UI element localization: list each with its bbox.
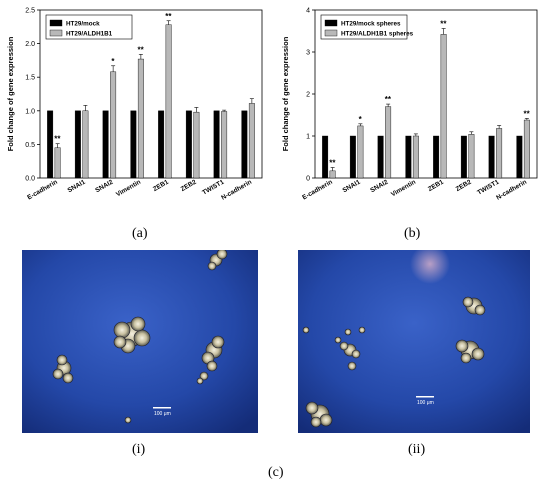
bar-mock xyxy=(377,135,384,179)
bar-mock xyxy=(405,135,412,179)
x-tick-label: Vimentin xyxy=(390,179,417,199)
bar-mock xyxy=(488,135,495,179)
y-tick-label: 1.5 xyxy=(25,75,35,82)
x-tick-label: N-cadherin xyxy=(495,179,528,202)
panel-label-a: (a) xyxy=(132,226,148,241)
bar-mock xyxy=(241,110,248,179)
panel-label-c: (c) xyxy=(268,465,284,480)
bar-mock xyxy=(158,110,165,179)
y-tick-label: 2.0 xyxy=(25,41,35,48)
bar-treated xyxy=(82,110,89,179)
significance-marker: * xyxy=(111,57,115,66)
bar-mock xyxy=(516,135,523,179)
bar-treated xyxy=(523,119,530,179)
legend-swatch xyxy=(49,19,63,27)
legend-swatch xyxy=(324,19,338,27)
significance-marker: ** xyxy=(524,109,531,118)
bar-treated xyxy=(165,24,172,179)
bar-treated xyxy=(468,134,475,179)
microscopy-image-ii: 100 μm xyxy=(298,250,530,433)
x-tick-label: ZEB1 xyxy=(152,178,170,193)
legend-label: HT29/ALDH1B1 spheres xyxy=(341,31,414,38)
cell-cluster xyxy=(52,250,228,424)
y-tick-label: 2 xyxy=(306,92,310,99)
bar-treated xyxy=(221,111,228,179)
y-tick-label: 3 xyxy=(306,50,310,57)
significance-marker: ** xyxy=(385,95,392,104)
bar-treated xyxy=(110,71,117,179)
bar-treated xyxy=(357,125,364,179)
x-tick-label: ZEB2 xyxy=(180,178,198,193)
significance-marker: * xyxy=(359,115,363,124)
legend-swatch xyxy=(324,29,338,37)
y-tick-label: 2.5 xyxy=(25,8,35,15)
bar-treated xyxy=(385,106,392,179)
bar-treated xyxy=(137,58,144,179)
x-tick-label: N-cadherin xyxy=(220,179,253,202)
legend-label: HT29/mock xyxy=(66,21,100,28)
bar-treated xyxy=(193,111,200,179)
bar-mock xyxy=(349,135,356,179)
microscopy-image-i: 100 μm xyxy=(22,250,258,433)
bar-mock xyxy=(130,110,137,179)
x-tick-label: ZEB2 xyxy=(455,178,473,193)
bar-treated xyxy=(412,135,419,179)
panel-label-i: (i) xyxy=(132,442,146,457)
bar-mock xyxy=(460,135,467,179)
legend-swatch xyxy=(49,29,63,37)
x-tick-label: SNAI2 xyxy=(369,178,389,194)
x-tick-label: SNAI2 xyxy=(94,178,114,194)
significance-marker: ** xyxy=(440,19,447,28)
panel-label-b: (b) xyxy=(404,226,421,241)
x-tick-label: SNAI1 xyxy=(342,178,362,194)
significance-marker: ** xyxy=(138,45,145,54)
y-axis-label: Fold change of gene expression xyxy=(281,36,290,151)
bar-mock xyxy=(74,110,81,179)
y-tick-label: 0.0 xyxy=(25,176,35,183)
significance-marker: ** xyxy=(165,12,172,21)
y-tick-label: 4 xyxy=(306,8,310,15)
bar-treated xyxy=(54,147,61,179)
bar-mock xyxy=(102,110,109,179)
y-tick-label: 1.0 xyxy=(25,108,35,115)
panel-label-ii: (ii) xyxy=(408,442,426,457)
x-tick-label: ZEB1 xyxy=(427,178,445,193)
bar-mock xyxy=(322,135,329,179)
bar-mock xyxy=(213,110,220,179)
bar-treated xyxy=(329,170,336,179)
bar-mock xyxy=(47,110,54,179)
cell-cluster xyxy=(302,296,486,428)
scale-bar-label: 100 μm xyxy=(417,400,434,406)
y-tick-label: 0.5 xyxy=(25,142,35,149)
y-tick-label: 0 xyxy=(306,176,310,183)
scale-bar-label: 100 μm xyxy=(154,411,171,417)
bar-treated xyxy=(248,103,255,179)
chart-a: 0.0 0.5 1.0 1.5 2.0 2.5 Fold change of gene ex… xyxy=(6,8,263,202)
x-tick-label: Vimentin xyxy=(115,179,142,199)
significance-marker: ** xyxy=(329,159,336,168)
bar-mock xyxy=(185,110,192,179)
x-tick-label: SNAI1 xyxy=(67,178,87,194)
bar-treated xyxy=(440,34,447,179)
bar-mock xyxy=(433,135,440,179)
legend-label: HT29/ALDH1B1 xyxy=(66,31,113,38)
y-tick-label: 1 xyxy=(306,134,310,141)
legend-label: HT29/mock spheres xyxy=(341,21,401,28)
y-axis-label: Fold change of gene expression xyxy=(6,36,15,151)
plot-frame xyxy=(39,9,263,179)
significance-marker: ** xyxy=(54,135,61,144)
bar-treated xyxy=(496,128,503,179)
